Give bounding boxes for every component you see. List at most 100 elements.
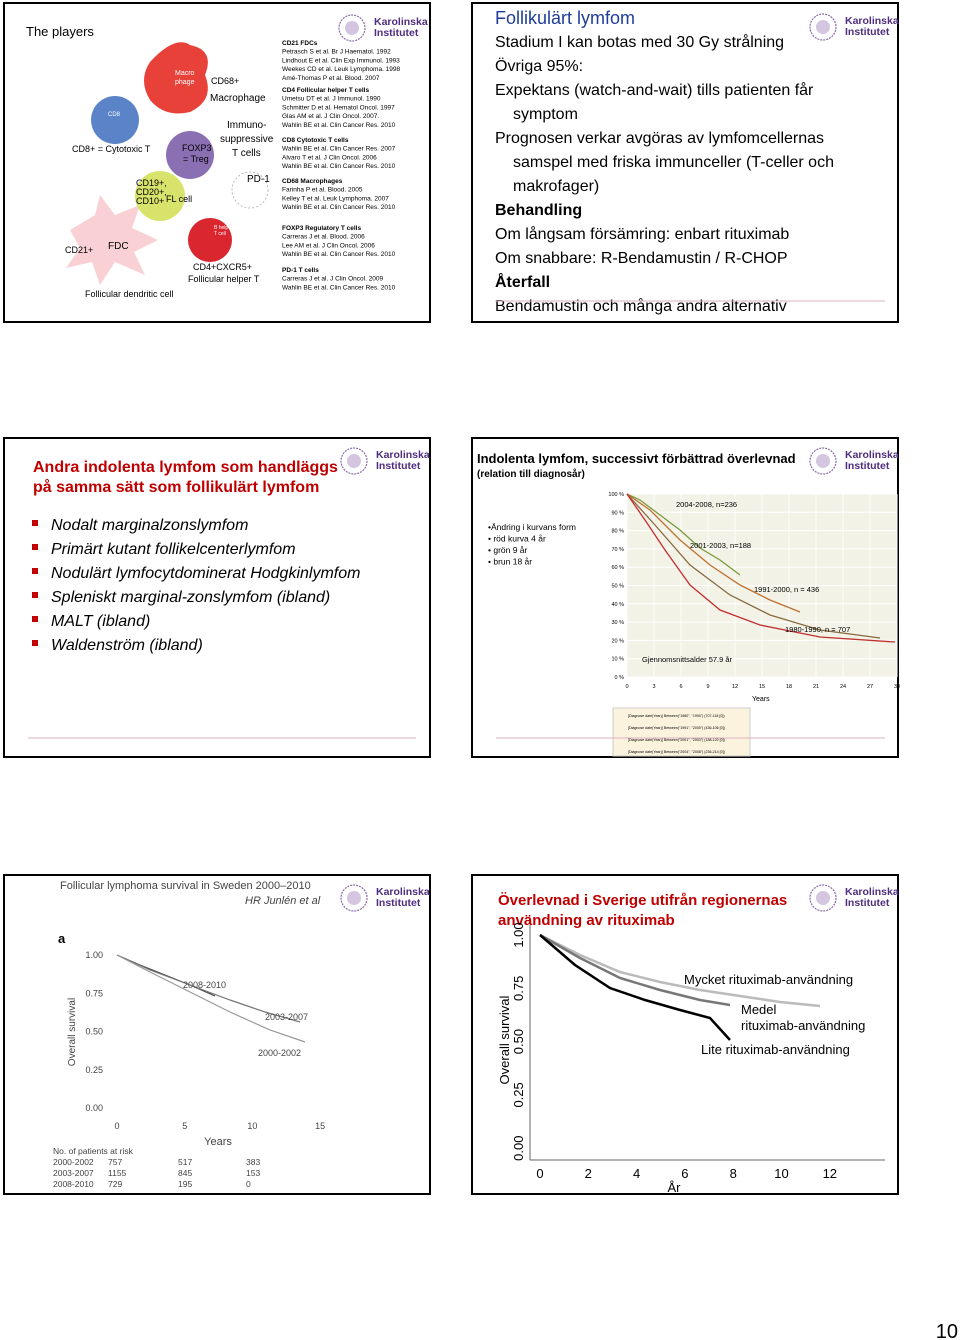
x-tick-label: 12 xyxy=(732,684,738,690)
y-tick-label: 100 % xyxy=(608,492,624,498)
reference: Farinha P et al. Blood. 2005 xyxy=(282,187,363,194)
y-tick-label: 70 % xyxy=(611,547,624,553)
curve-label: Medel xyxy=(741,1002,777,1017)
curve-label: 2003-2007 xyxy=(265,1012,308,1022)
risk-cell: 845 xyxy=(178,1168,192,1178)
body-line: Om många eller täta återfall autolog / a… xyxy=(495,321,851,339)
body-line: Återfall xyxy=(495,272,550,291)
logo-seal xyxy=(809,884,837,912)
bullet xyxy=(32,568,38,574)
slide-title: Follikulärt lymfom xyxy=(495,8,635,28)
cell-label: = Treg xyxy=(183,154,209,164)
survival-curve xyxy=(626,493,896,643)
reference: Carreras J et al. J Clin Oncol. 2009 xyxy=(282,276,384,283)
y-tick-label: 0 % xyxy=(615,675,625,681)
note: • brun 18 år xyxy=(488,557,532,567)
logo-text: Karolinska xyxy=(376,449,430,461)
reference: Amé-Thomas P et al. Blood. 2007 xyxy=(282,75,380,82)
reference-heading: CD21 FDCs xyxy=(282,40,318,47)
x-tick-label: 10 xyxy=(247,1121,257,1131)
reference: Wahlin BE et al. Clin Cancer Res. 2010 xyxy=(282,251,396,258)
logo-seal xyxy=(809,447,837,475)
slide-title: Indolenta lymfom, successivt förbättrad … xyxy=(477,451,796,466)
x-tick-label: 0 xyxy=(625,684,628,690)
survival-curve xyxy=(116,954,306,1043)
x-tick-label: 4 xyxy=(633,1166,640,1181)
logo-text: Institutet xyxy=(376,897,421,909)
cell-label: CD8+ = Cytotoxic T xyxy=(72,144,151,154)
x-axis-label: Years xyxy=(752,696,770,703)
logo-text: Institutet xyxy=(845,897,890,909)
survival-curve xyxy=(116,954,301,1023)
body-line: samspel med friska immunceller (T-celler… xyxy=(513,154,834,171)
cell-label: CD20+, xyxy=(136,187,167,197)
cell-label: FL cell xyxy=(166,194,192,204)
annotation: 1980-1990, n = 707 xyxy=(785,625,850,634)
bullet-text: Primärt kutant follikelcenterlymfom xyxy=(51,541,296,558)
reference: Wahlin BE et al. Clin Cancer Res. 2007 xyxy=(282,146,396,153)
slide-title: Överlevnad i Sverige utifrån regionernas xyxy=(498,892,787,909)
reference: Kelley T et al. Leuk Lymphoma. 2007 xyxy=(282,195,389,202)
y-tick-label: 80 % xyxy=(611,529,624,535)
y-tick-label: 60 % xyxy=(611,565,624,571)
x-axis-label: Years xyxy=(204,1136,232,1148)
y-tick-label: 40 % xyxy=(611,602,624,608)
slide-title: Andra indolenta lymfom som handläggs xyxy=(33,459,338,476)
logo-text: Karolinska xyxy=(374,16,428,28)
logo-seal xyxy=(338,14,366,42)
note: • röd kurva 4 år xyxy=(488,534,546,544)
cell-label: T cell xyxy=(214,231,226,237)
slide-title: på samma sätt som follikulärt lymfom xyxy=(33,478,319,496)
y-tick-label: 30 % xyxy=(611,620,624,626)
survival-curve xyxy=(539,933,821,1008)
logo-seal-inner xyxy=(347,891,361,905)
x-tick-label: 0 xyxy=(536,1166,543,1181)
curve-label: Lite rituximab-användning xyxy=(701,1042,850,1057)
macrophage-cell xyxy=(144,42,208,114)
cell-label: CD19+, xyxy=(136,178,167,188)
risk-cell: 1155 xyxy=(108,1168,127,1178)
bullet xyxy=(32,520,38,526)
risk-cell: 729 xyxy=(108,1179,122,1189)
reference-heading: FOXP3 Regulatory T cells xyxy=(282,225,361,232)
reference: Weekes CD et al. Leuk Lymphoma. 1998 xyxy=(282,66,401,73)
logo-text: Institutet xyxy=(374,27,419,39)
risk-cell: 153 xyxy=(246,1168,260,1178)
annotation: 2004-2008, n=236 xyxy=(676,500,737,509)
bullet-text: Spleniskt marginal-zonslymfom (ibland) xyxy=(51,589,330,606)
x-tick-label: 10 xyxy=(774,1166,788,1181)
logo-seal-inner xyxy=(345,21,359,35)
legend-text: [Diagnose date(Year)] Between("1991", "2… xyxy=(628,726,725,730)
cd8-cell xyxy=(91,96,139,144)
body-line: makrofager) xyxy=(513,178,599,195)
annotation: 2001-2003, n=188 xyxy=(690,541,751,550)
x-tick-label: 30 xyxy=(894,684,900,690)
note: •Ändring i kurvans form xyxy=(488,522,576,532)
reference: Lee AM et al. J Clin Oncol. 2006 xyxy=(282,242,375,249)
bhelper-cell xyxy=(188,218,232,262)
reference-heading: CD68 Macrophages xyxy=(282,178,343,185)
cell-label: CD10+ xyxy=(136,196,164,206)
y-tick-label: 1.00 xyxy=(511,922,526,947)
x-tick-label: 0 xyxy=(114,1121,119,1131)
reference: Schmitter D et al. Hematol Oncol. 1997 xyxy=(282,104,395,111)
reference: Glas AM et al. J Clin Oncol. 2007. xyxy=(282,113,379,120)
logo-seal-inner xyxy=(816,20,830,34)
annotation: 1991-2000, n = 436 xyxy=(754,585,819,594)
risk-cell: 2000-2002 xyxy=(53,1157,94,1167)
reference: Alvaro T et al. J Clin Oncol. 2006 xyxy=(282,154,377,161)
body-line: Behandling xyxy=(495,202,582,219)
x-tick-label: 2 xyxy=(585,1166,592,1181)
reference-heading: PD-1 T cells xyxy=(282,267,319,274)
risk-cell: 517 xyxy=(178,1157,192,1167)
risk-cell: 757 xyxy=(108,1157,122,1167)
cell-label: FOXP3 xyxy=(182,143,212,153)
survival-curve xyxy=(626,493,801,613)
cell-label: PD-1 xyxy=(247,174,270,185)
reference: Lindhout E et al. Clin Exp Immunol. 1993 xyxy=(282,57,400,64)
y-axis-label: Overall survival xyxy=(497,995,512,1084)
cell-label: CD4+CXCR5+ xyxy=(193,262,252,272)
x-tick-label: 15 xyxy=(315,1121,325,1131)
